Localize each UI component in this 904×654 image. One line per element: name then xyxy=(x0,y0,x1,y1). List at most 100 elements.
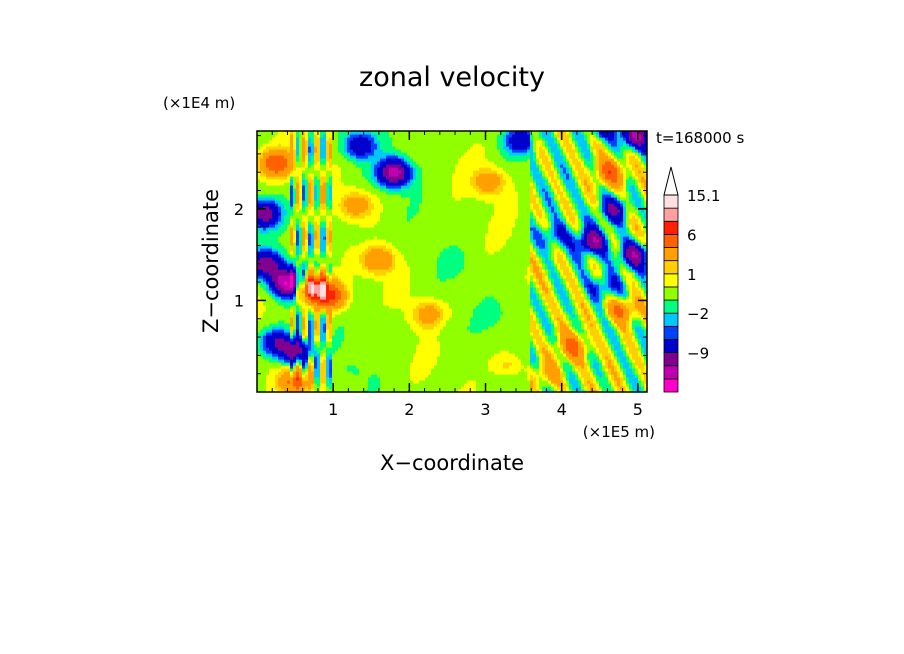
heatmap-cell xyxy=(530,362,534,366)
heatmap-cell xyxy=(380,320,384,324)
heatmap-cell xyxy=(284,311,288,315)
heatmap-cell xyxy=(434,347,438,351)
heatmap-cell xyxy=(278,275,282,279)
heatmap-cell xyxy=(509,389,513,392)
heatmap-cell xyxy=(494,383,498,387)
heatmap-cell xyxy=(632,368,636,372)
heatmap-cell xyxy=(542,281,546,285)
heatmap-cell xyxy=(299,329,303,333)
heatmap-cell xyxy=(557,293,561,297)
heatmap-cell xyxy=(452,344,456,348)
heatmap-cell xyxy=(452,314,456,318)
heatmap-cell xyxy=(638,320,642,324)
heatmap-cell xyxy=(641,353,645,357)
heatmap-cell xyxy=(497,362,501,366)
heatmap-cell xyxy=(263,386,267,390)
heatmap-cell xyxy=(599,287,603,291)
heatmap-cell xyxy=(497,296,501,300)
heatmap-cell xyxy=(386,329,390,333)
heatmap-cell xyxy=(605,329,609,333)
heatmap-cell xyxy=(311,338,315,342)
heatmap-cell xyxy=(422,386,426,390)
heatmap-cell xyxy=(275,320,279,324)
heatmap-cell xyxy=(374,383,378,387)
heatmap-cell xyxy=(470,341,474,345)
heatmap-cell xyxy=(494,281,498,285)
heatmap-cell xyxy=(263,311,267,315)
heatmap-cell xyxy=(320,347,324,351)
heatmap-cell xyxy=(392,335,396,339)
heatmap-cell xyxy=(491,296,495,300)
heatmap-cell xyxy=(443,308,447,312)
heatmap-cell xyxy=(635,290,639,294)
heatmap-cell xyxy=(443,356,447,360)
heatmap-cell xyxy=(488,356,492,360)
heatmap-cell xyxy=(554,290,558,294)
heatmap-cell xyxy=(305,299,309,303)
heatmap-cell xyxy=(527,356,531,360)
heatmap-cell xyxy=(563,320,567,324)
heatmap-cell xyxy=(263,362,267,366)
heatmap-cell xyxy=(386,365,390,369)
heatmap-cell xyxy=(356,353,360,357)
heatmap-cell xyxy=(278,347,282,351)
heatmap-cell xyxy=(344,350,348,354)
heatmap-cell xyxy=(467,377,471,381)
heatmap-cell xyxy=(326,290,330,294)
heatmap-cell xyxy=(434,383,438,387)
heatmap-cell xyxy=(590,359,594,363)
heatmap-cell xyxy=(314,344,318,348)
heatmap-cell xyxy=(278,356,282,360)
heatmap-cell xyxy=(326,302,330,306)
heatmap-cell xyxy=(311,332,315,336)
heatmap-cell xyxy=(515,320,519,324)
heatmap-cell xyxy=(623,383,627,387)
heatmap-cell xyxy=(467,365,471,369)
heatmap-cell xyxy=(536,320,540,324)
heatmap-cell xyxy=(620,332,624,336)
heatmap-cell xyxy=(401,374,405,378)
heatmap-cell xyxy=(461,359,465,363)
heatmap-cell xyxy=(611,278,615,282)
heatmap-cell xyxy=(320,353,324,357)
heatmap-cell xyxy=(530,389,534,392)
heatmap-cell xyxy=(416,377,420,381)
heatmap-cell xyxy=(611,350,615,354)
heatmap-cell xyxy=(494,350,498,354)
heatmap-cell xyxy=(281,371,285,375)
heatmap-cell xyxy=(389,353,393,357)
heatmap-cell xyxy=(554,329,558,333)
heatmap-cell xyxy=(365,389,369,392)
heatmap-cell xyxy=(458,302,462,306)
heatmap-cell xyxy=(500,287,504,291)
heatmap-cell xyxy=(338,311,342,315)
heatmap-cell xyxy=(479,350,483,354)
heatmap-cell xyxy=(386,368,390,372)
heatmap-cell xyxy=(296,338,300,342)
heatmap-cell xyxy=(566,329,570,333)
heatmap-cell xyxy=(401,341,405,345)
heatmap-cell xyxy=(605,314,609,318)
heatmap-cell xyxy=(482,284,486,288)
heatmap-cell xyxy=(293,314,297,318)
heatmap-cell xyxy=(521,341,525,345)
heatmap-cell xyxy=(302,320,306,324)
heatmap-cell xyxy=(629,287,633,291)
heatmap-cell xyxy=(386,281,390,285)
heatmap-cell xyxy=(293,374,297,378)
heatmap-cell xyxy=(587,338,591,342)
heatmap-cell xyxy=(380,386,384,390)
heatmap-cell xyxy=(308,332,312,336)
heatmap-cell xyxy=(545,302,549,306)
heatmap-cell xyxy=(614,293,618,297)
heatmap-cell xyxy=(422,299,426,303)
heatmap-cell xyxy=(374,305,378,309)
heatmap-cell xyxy=(401,335,405,339)
heatmap-cell xyxy=(605,335,609,339)
heatmap-cell xyxy=(620,314,624,318)
heatmap-cell xyxy=(272,305,276,309)
heatmap-cell xyxy=(590,296,594,300)
heatmap-cell xyxy=(611,368,615,372)
heatmap-cell xyxy=(284,350,288,354)
heatmap-cell xyxy=(527,371,531,375)
